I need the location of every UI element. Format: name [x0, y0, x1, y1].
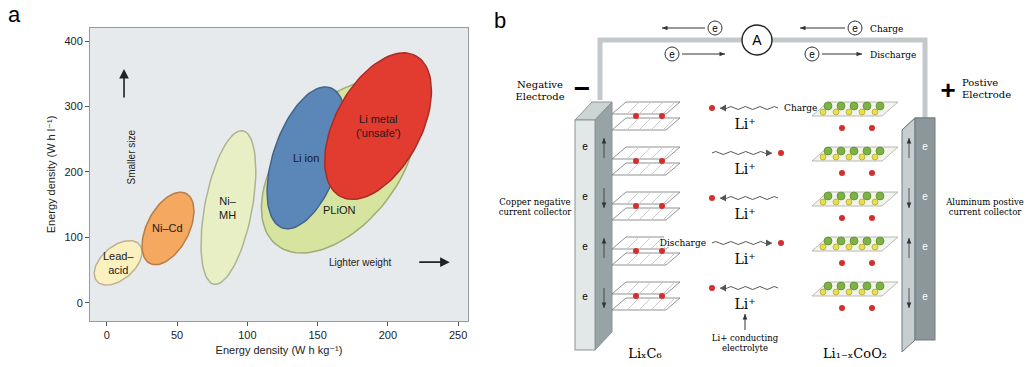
svg-text:Discharge: Discharge: [660, 238, 706, 248]
svg-text:300: 300: [64, 100, 82, 112]
svg-text:100: 100: [238, 329, 256, 341]
svg-text:Aluminum postivecurrent collec: Aluminum postivecurrent collector: [945, 197, 1024, 217]
svg-text:e: e: [922, 191, 928, 202]
svg-text:Li⁺: Li⁺: [734, 296, 755, 312]
svg-text:Li+ conductingelectrolyte: Li+ conductingelectrolyte: [712, 333, 779, 353]
svg-text:0: 0: [77, 297, 83, 309]
svg-text:Smaller size: Smaller size: [126, 130, 137, 185]
svg-text:+: +: [940, 75, 955, 105]
svg-text:250: 250: [449, 329, 467, 341]
svg-text:Ni–MH: Ni–MH: [219, 195, 237, 221]
svg-text:e: e: [582, 141, 588, 152]
svg-text:e: e: [582, 241, 588, 252]
svg-text:e: e: [582, 191, 588, 202]
svg-text:e: e: [922, 241, 928, 252]
svg-text:150: 150: [308, 329, 326, 341]
html-text:a: a: [8, 2, 21, 27]
svg-text:e: e: [669, 49, 675, 60]
svg-text:Charge: Charge: [784, 103, 817, 113]
svg-text:NegativeElectrode: NegativeElectrode: [515, 79, 564, 102]
svg-text:Lead–acid: Lead–acid: [103, 250, 134, 276]
svg-text:200: 200: [64, 166, 82, 178]
svg-text:50: 50: [171, 329, 183, 341]
svg-text:b: b: [494, 8, 506, 33]
svg-text:Li⁺: Li⁺: [734, 161, 755, 177]
svg-text:Li₁₋ₓCoO₂: Li₁₋ₓCoO₂: [823, 346, 887, 361]
svg-text:Li⁺: Li⁺: [734, 206, 755, 222]
svg-text:100: 100: [64, 231, 82, 243]
svg-text:e: e: [582, 291, 588, 302]
svg-text:Li⁺: Li⁺: [734, 251, 755, 267]
svg-text:Ni–Cd: Ni–Cd: [152, 222, 183, 234]
svg-text:e: e: [922, 141, 928, 152]
svg-text:400: 400: [64, 35, 82, 47]
svg-text:Energy density (W h kg⁻¹): Energy density (W h kg⁻¹): [216, 344, 343, 356]
svg-text:−: −: [574, 73, 590, 104]
svg-text:0: 0: [104, 329, 110, 341]
svg-text:e: e: [809, 49, 815, 60]
svg-text:Li⁺: Li⁺: [734, 116, 755, 132]
svg-text:A: A: [752, 32, 762, 48]
svg-text:LiₓC₆: LiₓC₆: [628, 346, 661, 361]
svg-text:Discharge: Discharge: [870, 50, 916, 60]
svg-text:Li ion: Li ion: [293, 152, 319, 164]
svg-text:Lighter weight: Lighter weight: [329, 257, 391, 268]
svg-text:e: e: [852, 23, 858, 34]
svg-text:Charge: Charge: [870, 24, 903, 34]
svg-text:PLiON: PLiON: [323, 204, 355, 216]
svg-text:200: 200: [379, 329, 397, 341]
svg-text:PostiveElectrode: PostiveElectrode: [962, 77, 1011, 100]
svg-text:Li metal('unsafe'): Li metal('unsafe'): [356, 113, 401, 139]
svg-text:e: e: [712, 23, 718, 34]
svg-text:e: e: [922, 291, 928, 302]
svg-text:Copper negativecurrent collect: Copper negativecurrent collector: [499, 197, 573, 217]
svg-text:Energy density (W h l⁻¹): Energy density (W h l⁻¹): [45, 116, 57, 234]
